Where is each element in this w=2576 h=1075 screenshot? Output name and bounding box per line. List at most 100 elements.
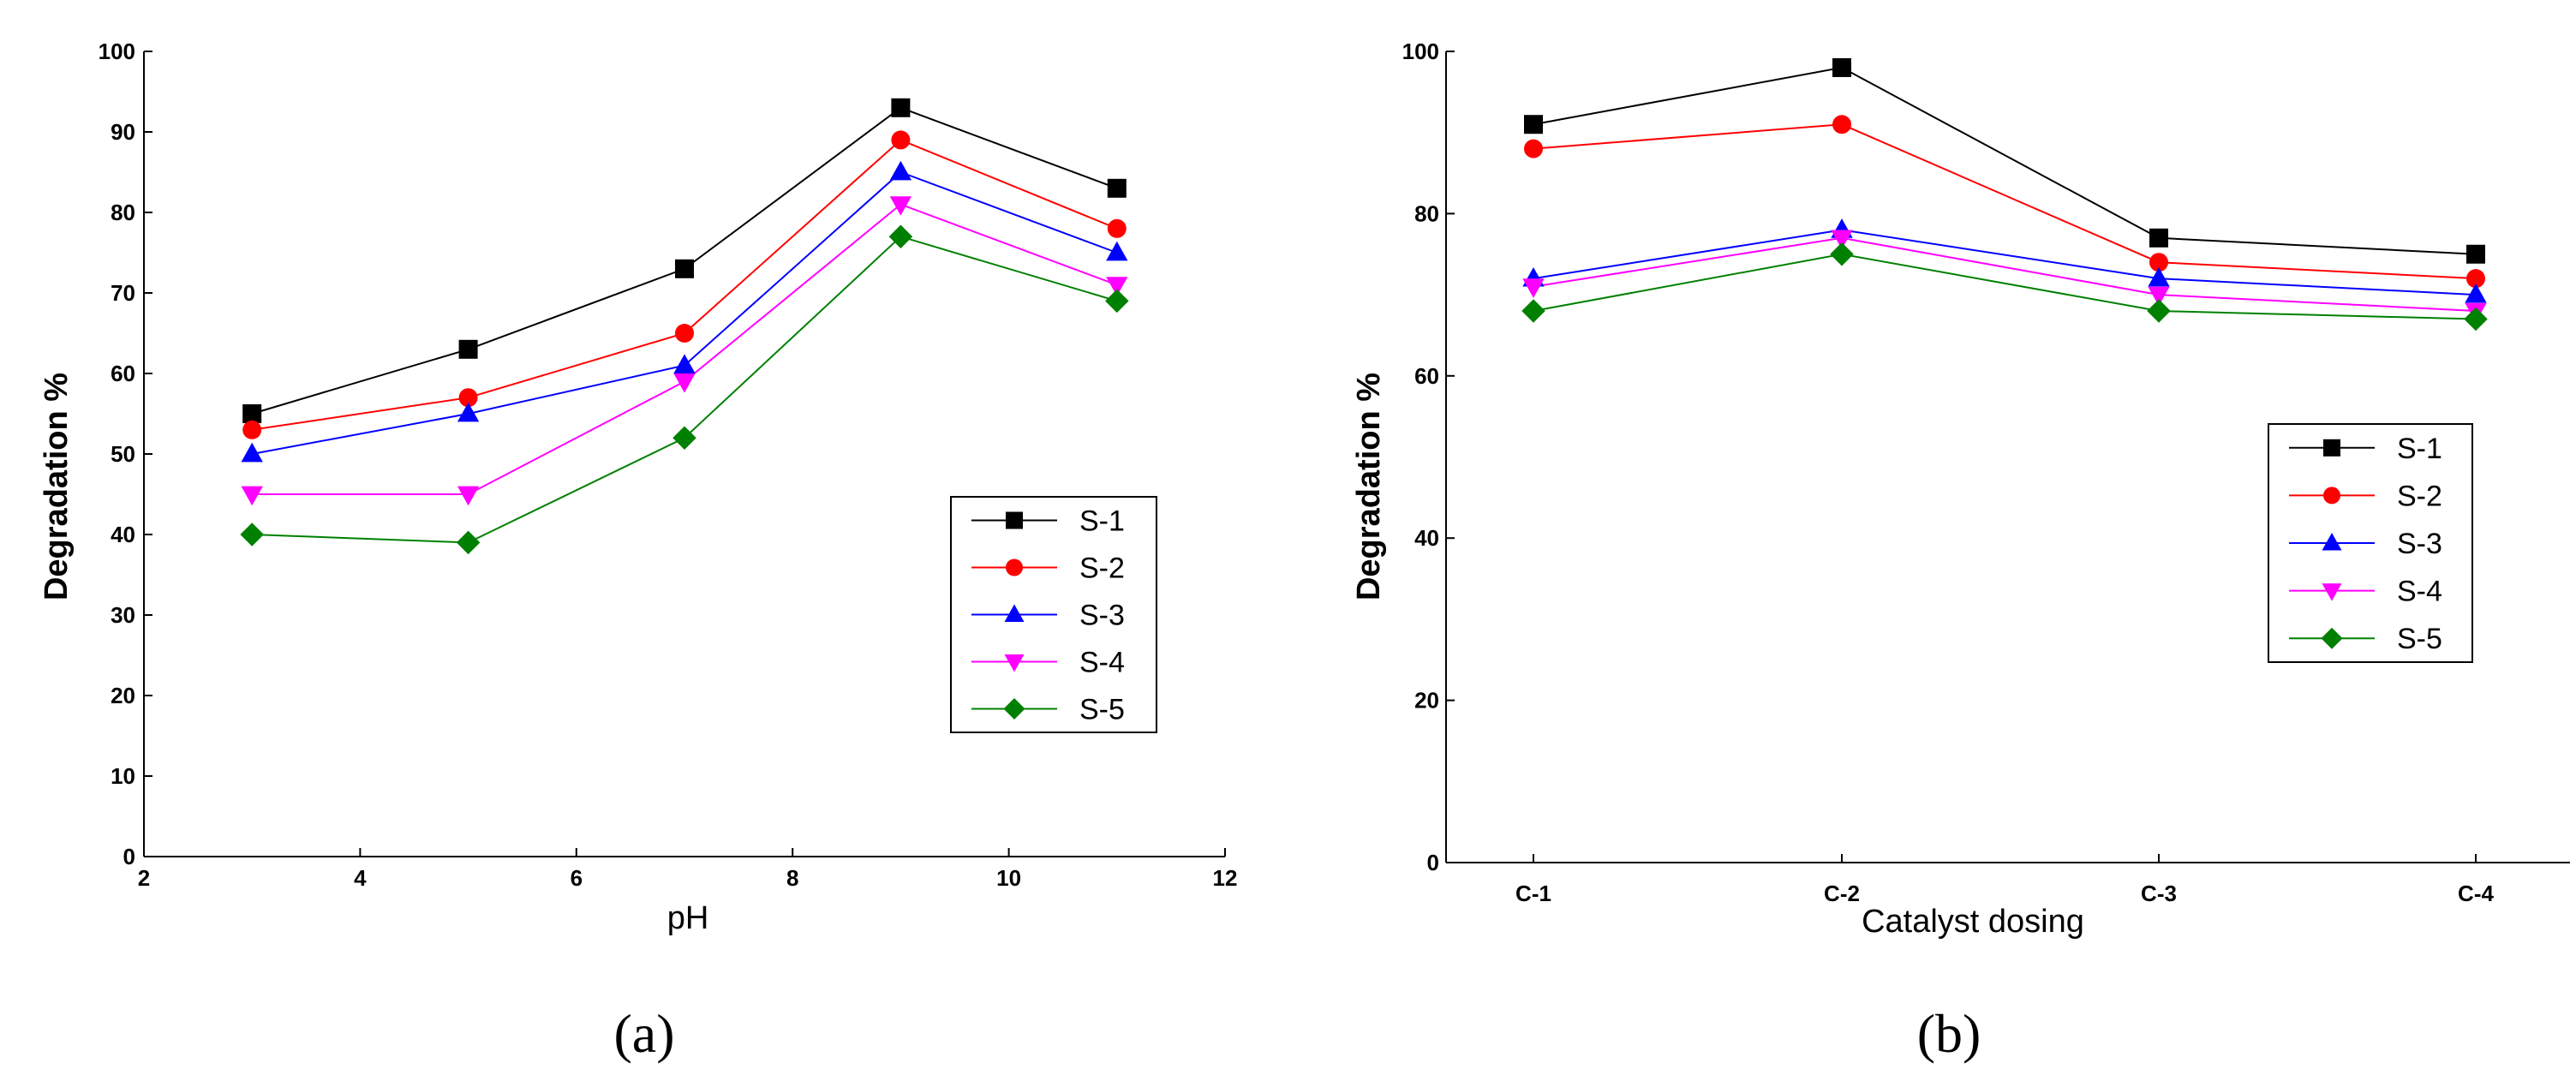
chart-a-y-tick-label: 90 [111,119,135,145]
chart-a-point-S-3 [457,402,480,422]
chart-a-y-tick-label: 50 [111,441,135,467]
chart-b-x-tick-label: C-2 [1824,881,1860,906]
chart-b-point-S-5 [2464,307,2488,331]
chart-b-point-S-2 [1832,115,1851,134]
chart-b-y-tick-label: 40 [1414,525,1439,551]
chart-b-legend-marker-S-5 [2321,627,2343,649]
chart-a: 0 10 20 30 40 50 60 70 80 90 100 2 4 6 8 10 12 S-1 S-2 S-3… [39,39,1237,1064]
chart-b-legend-marker-S-4 [2322,583,2342,601]
chart-a-y-tick-label: 20 [111,683,135,708]
chart-b-axes: 0 20 40 60 80 100 C-1 C-2 C-3 C-4 [1402,39,2570,906]
chart-a-legend-marker-S-4 [1004,654,1025,672]
chart-a-point-S-4 [1106,277,1128,296]
chart-a-point-S-4 [889,196,912,216]
chart-a-point-S-5 [672,426,696,450]
chart-a-point-S-2 [891,130,911,150]
chart-a-point-S-3 [241,442,263,463]
chart-b-series-line-S-2 [1533,123,2477,280]
chart-b-legend-label-S-3: S-3 [2397,528,2442,560]
chart-a-point-S-1 [891,98,911,117]
chart-a-x-tick-label: 4 [354,865,367,891]
chart-b-point-S-1 [2149,228,2168,248]
chart-a-legend-marker-S-3 [1004,604,1025,622]
chart-a-point-S-5 [1105,289,1129,314]
chart-b-legend-marker-S-1 [2323,439,2340,457]
chart-a-point-S-1 [242,404,262,423]
chart-a-y-tick-label: 100 [99,39,135,64]
chart-a-point-S-4 [241,486,263,506]
chart-a-point-S-3 [889,160,912,181]
chart-b-legend-label-S-4: S-4 [2397,576,2442,608]
chart-b-x-axis-label: Catalyst dosing [1862,904,2084,940]
chart-b-point-S-2 [1524,139,1543,158]
chart-b-point-S-1 [2466,244,2485,264]
chart-a-y-tick-label: 30 [111,602,135,628]
chart-a-legend-label-S-2: S-2 [1079,552,1125,585]
chart-b-point-S-2 [2149,253,2168,272]
chart-a-series [240,98,1129,555]
chart-b-y-tick-label: 60 [1414,363,1439,389]
chart-a-point-S-1 [675,259,694,278]
chart-b-point-S-3 [2465,283,2487,303]
chart-a-point-S-1 [1107,178,1127,198]
chart-a-point-S-3 [1106,241,1128,261]
chart-a-x-tick-label: 2 [138,865,150,891]
chart-a-point-S-2 [675,324,694,343]
chart-a-point-S-5 [456,530,481,555]
chart-b-legend-marker-S-2 [2323,487,2340,505]
chart-a-point-S-5 [888,224,913,248]
chart-a-x-tick-label: 10 [996,865,1021,891]
chart-a-legend-label-S-5: S-5 [1079,694,1125,726]
chart-b-point-S-4 [2148,286,2170,307]
chart-a-y-tick-label: 0 [123,844,135,869]
chart-a-legend-marker-S-1 [1006,511,1023,529]
chart-b: 0 20 40 60 80 100 C-1 C-2 C-3 C-4 S-1 S-2 S-3 S-4 S-5… [1351,39,2570,1064]
chart-b-point-S-1 [1832,57,1851,77]
chart-a-x-tick-label: 6 [571,865,583,891]
chart-b-legend-label-S-5: S-5 [2397,623,2442,655]
chart-a-y-tick-label: 10 [111,763,135,789]
chart-b-point-S-5 [1830,242,1854,266]
chart-a-x-tick-label: 8 [786,865,798,891]
chart-a-legend-label-S-3: S-3 [1079,600,1125,632]
chart-b-point-S-5 [1521,299,1545,323]
chart-a-legend-marker-S-2 [1006,558,1023,576]
chart-b-legend: S-1 S-2 S-3 S-4 S-5 [2268,423,2473,663]
chart-b-x-tick-label: C-4 [2458,881,2494,906]
chart-a-point-S-5 [240,523,264,546]
chart-a-legend: S-1 S-2 S-3 S-4 S-5 [950,496,1157,733]
chart-a-point-S-2 [242,420,262,439]
chart-b-point-S-5 [2147,299,2171,323]
chart-a-legend-marker-S-5 [1003,698,1025,720]
chart-a-point-S-2 [458,388,478,408]
chart-a-y-tick-label: 80 [111,200,135,225]
chart-a-y-axis-label: Degradation % [39,373,75,600]
chart-a-x-axis-label: pH [667,900,709,936]
chart-b-y-tick-label: 100 [1402,39,1439,64]
chart-b-point-S-3 [2148,266,2170,287]
chart-b-y-axis-label: Degradation % [1351,373,1387,600]
chart-b-series-line-S-4 [1533,236,2477,313]
chart-b-legend-label-S-1: S-1 [2397,433,2442,465]
chart-a-axes: 0 10 20 30 40 50 60 70 80 90 100 2 4 6 8 10 12 [99,39,1238,891]
chart-b-legend-label-S-2: S-2 [2397,480,2442,512]
chart-b-y-tick-label: 20 [1414,688,1439,714]
chart-a-y-tick-label: 40 [111,522,135,547]
chart-a-point-S-3 [673,354,696,373]
chart-b-point-S-1 [1524,115,1543,134]
chart-b-y-tick-label: 80 [1414,200,1439,226]
chart-a-point-S-4 [457,486,480,506]
chart-b-series-line-S-3 [1533,229,2477,296]
chart-b-series [1521,57,2488,331]
chart-a-y-tick-label: 70 [111,280,135,306]
chart-b-series-line-S-1 [1533,66,2477,255]
chart-a-point-S-4 [673,373,696,393]
chart-b-y-tick-label: 0 [1427,850,1439,875]
chart-b-point-S-4 [1522,278,1545,298]
chart-a-point-S-1 [458,339,478,359]
chart-a-panel-label: (a) [613,1003,674,1064]
chart-a-point-S-2 [1107,218,1127,238]
chart-a-legend-label-S-1: S-1 [1079,505,1125,538]
chart-b-legend-marker-S-3 [2322,533,2342,551]
